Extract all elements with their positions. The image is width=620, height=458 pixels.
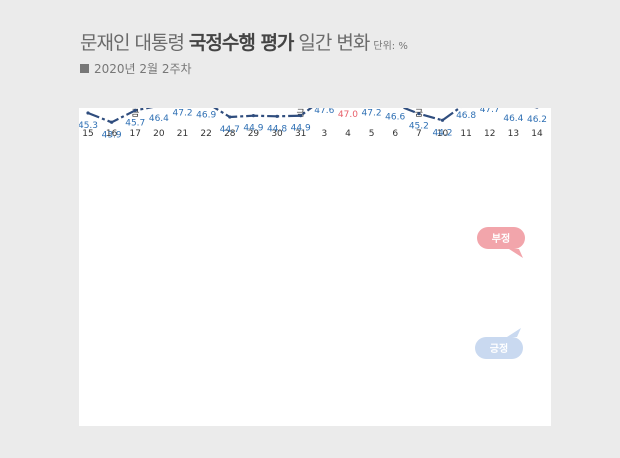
x-tick-label-4: 21: [177, 129, 188, 139]
positive-data-label-7: 44.9: [243, 124, 263, 134]
legend-positive-bubble: [475, 337, 523, 359]
title-job-approval: 국정수행 평가: [188, 32, 294, 54]
positive-data-label-5: 46.9: [196, 110, 216, 120]
positive-data-label-17: 47.7: [480, 108, 500, 115]
positive-data-label-6: 44.7: [220, 125, 240, 135]
positive-point-7: [251, 114, 256, 118]
x-tick-label-5: 22: [200, 129, 211, 139]
unit-label: 단위: %: [373, 41, 408, 52]
legend-positive-bubble-tail: [507, 328, 521, 337]
x-tick-label-3: 20: [153, 129, 165, 139]
x-tick-label-13: 6: [392, 129, 398, 139]
line-chart: 금금금1516172021222829303134567101112131451…: [79, 108, 547, 359]
subtitle-week: 2020년 2월 2주차: [94, 62, 192, 76]
chart-subtitle: 2020년 2월 2주차: [80, 60, 192, 77]
x-tick-label-7: 29: [248, 129, 260, 139]
legend-negative-bubble-tail: [509, 249, 523, 258]
positive-data-label-12: 47.2: [362, 108, 382, 118]
chart-title: 문재인 대통령 국정수행 평가 일간 변화 단위: %: [80, 28, 408, 55]
x-tick-label-19: 14: [531, 129, 543, 139]
square-bullet-icon: [80, 64, 89, 73]
positive-data-label-13: 46.6: [385, 112, 405, 122]
x-tick-label-14: 7: [416, 129, 422, 139]
positive-data-label-9: 44.9: [291, 124, 311, 134]
positive-data-label-16: 46.8: [456, 111, 476, 121]
positive-data-label-3: 46.4: [149, 114, 169, 124]
x-tick-label-17: 12: [484, 129, 495, 139]
x-tick-label-9: 31: [295, 129, 306, 139]
positive-point-1: [110, 120, 114, 124]
x-tick-label-2: 17: [130, 129, 141, 139]
positive-data-label-19: 46.2: [527, 115, 547, 125]
positive-data-label-1: 43.9: [102, 130, 122, 140]
friday-marker-0: 금: [131, 108, 139, 119]
positive-point-2: [133, 108, 137, 112]
positive-data-label-10: 47.6: [314, 108, 334, 116]
positive-data-label-4: 47.2: [173, 108, 193, 118]
positive-point-15: [440, 118, 445, 122]
friday-marker-1: 금: [297, 108, 305, 119]
title-daily-change: 일간 변화: [298, 32, 370, 54]
positive-data-label-2: 45.7: [125, 118, 145, 128]
x-tick-label-6: 28: [224, 129, 236, 139]
plot-panel: 금금금1516172021222829303134567101112131451…: [79, 108, 551, 426]
positive-point-19: [535, 108, 539, 109]
legend-negative-bubble: [477, 227, 525, 249]
positive-point-9: [299, 114, 303, 118]
positive-data-label-14: 45.2: [409, 122, 429, 132]
x-tick-label-1: 16: [106, 129, 118, 139]
positive-point-14: [417, 112, 421, 116]
positive-point-6: [228, 115, 232, 119]
x-tick-label-12: 5: [369, 129, 375, 139]
positive-data-label-0: 45.3: [79, 121, 98, 131]
legend-negative-label: 부정: [492, 232, 510, 245]
legend-positive-label: 긍정: [490, 342, 508, 355]
title-president: 문재인 대통령: [80, 32, 185, 54]
positive-data-label-15: 44.2: [432, 128, 452, 138]
x-tick-label-16: 11: [460, 129, 471, 139]
negative-data-label-11: 47.0: [338, 110, 358, 120]
x-tick-label-11: 4: [345, 129, 351, 139]
x-tick-label-0: 15: [82, 129, 93, 139]
x-tick-label-10: 3: [321, 129, 327, 139]
positive-data-label-18: 46.4: [503, 114, 523, 124]
positive-data-label-8: 44.8: [267, 124, 287, 134]
positive-point-8: [275, 114, 279, 118]
positive-point-0: [86, 111, 90, 115]
x-tick-label-8: 30: [271, 129, 283, 139]
x-tick-label-18: 13: [508, 129, 519, 139]
x-tick-label-15: 10: [437, 129, 449, 139]
